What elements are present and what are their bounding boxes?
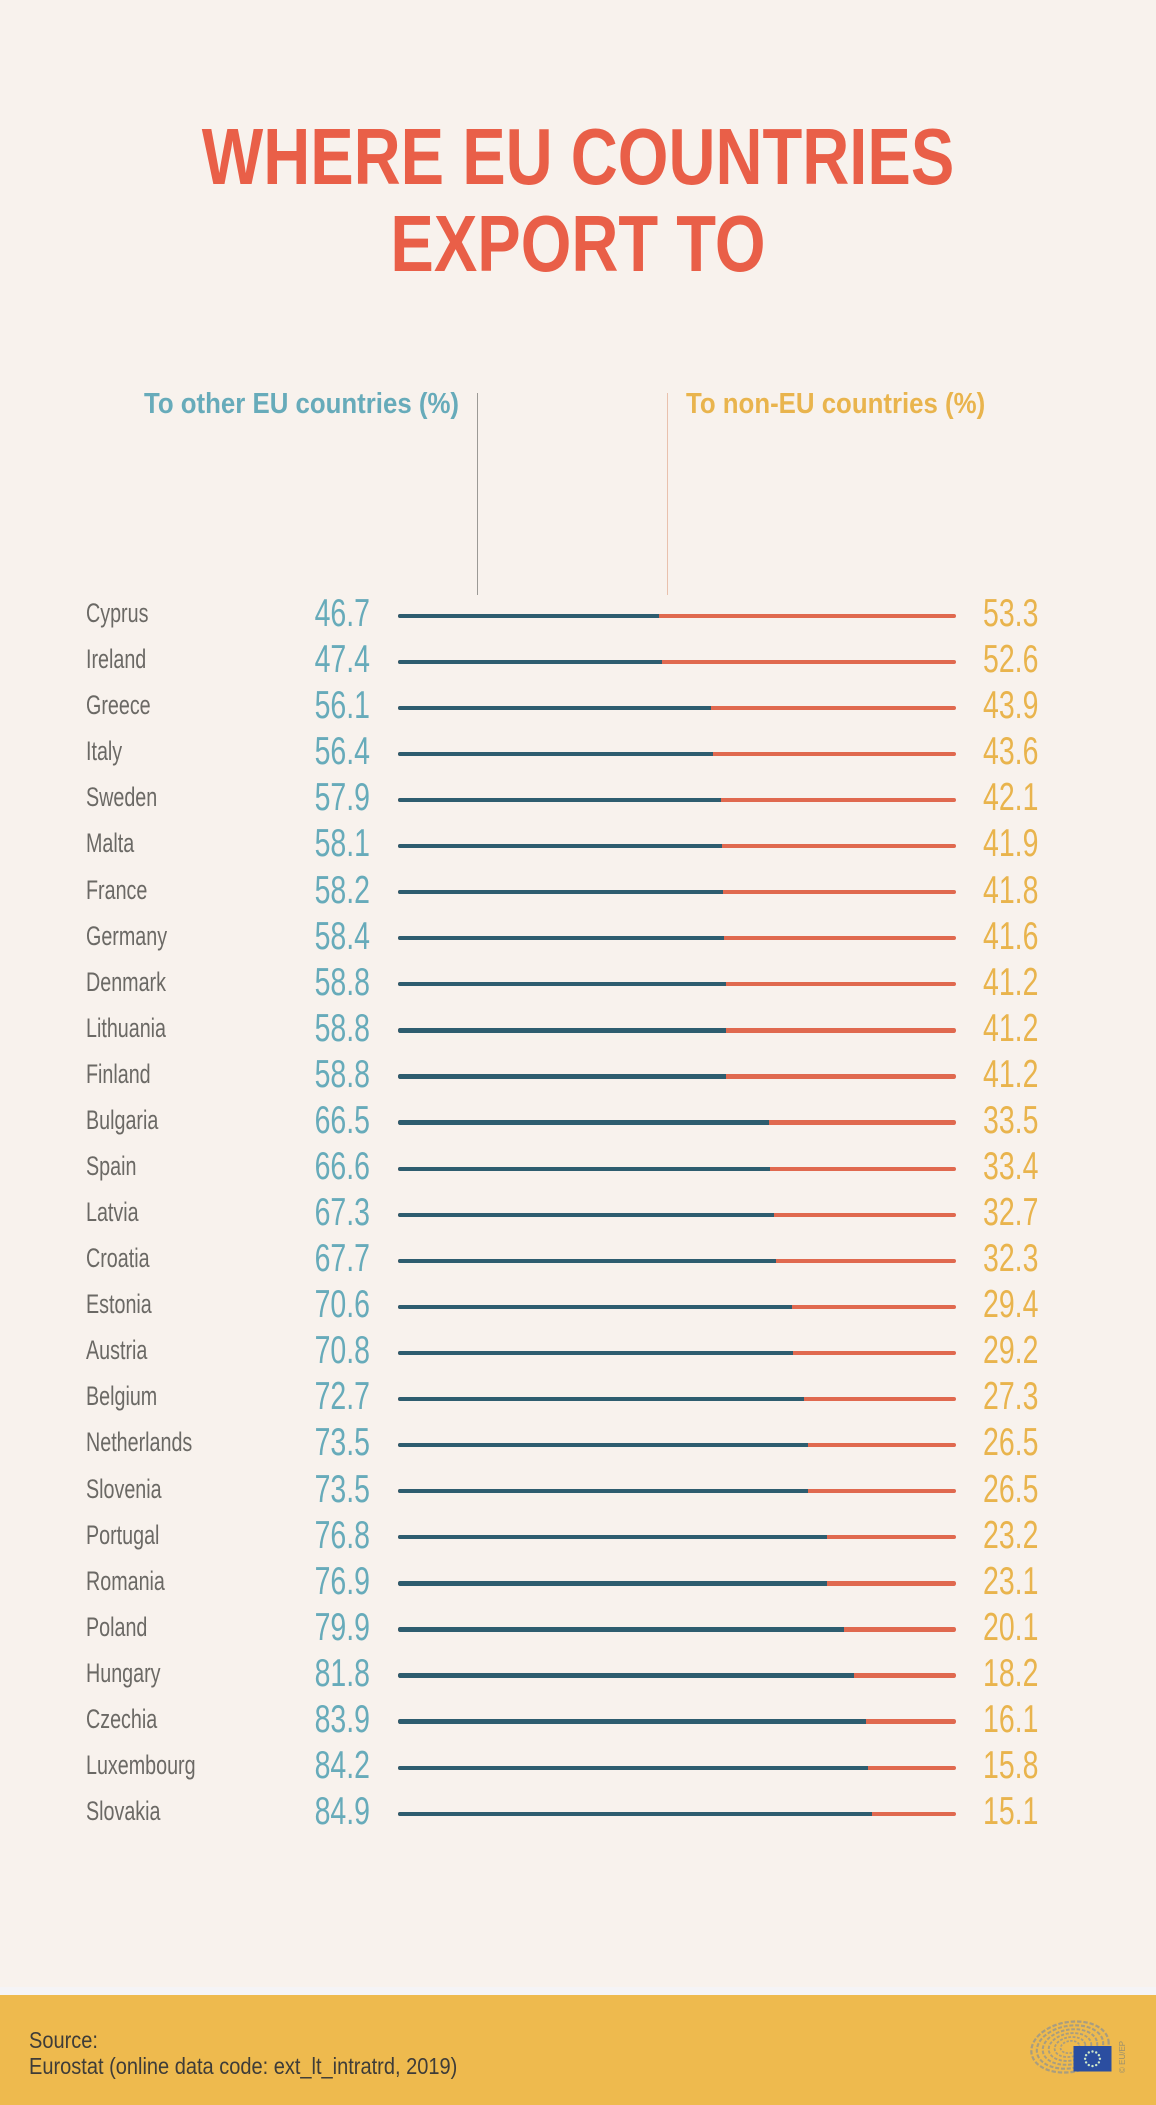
svg-text:© EU/EP: © EU/EP	[1118, 2041, 1127, 2073]
